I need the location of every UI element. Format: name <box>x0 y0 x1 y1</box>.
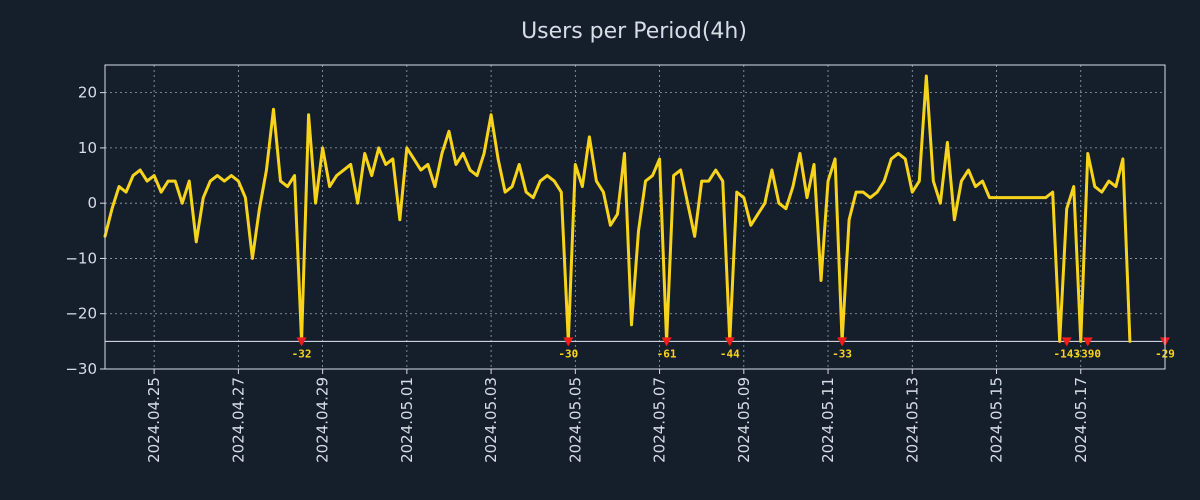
y-axis: 20 10 0 −10 −20 −30 <box>65 84 105 378</box>
clipped-point-label: -33 <box>832 347 852 360</box>
x-tick-label: 2024.04.27 <box>229 377 247 463</box>
clipped-point-marker <box>1082 337 1093 347</box>
users-series-line <box>103 74 1132 343</box>
clipped-point-label: -30 <box>558 347 578 360</box>
clipped-point-label: -390 <box>1075 347 1102 360</box>
y-tick-label: −20 <box>65 305 97 323</box>
x-tick-label: 2024.05.13 <box>903 377 921 463</box>
clipped-point-marker <box>563 337 574 347</box>
y-tick-label: 0 <box>87 194 97 212</box>
x-tick-label: 2024.05.07 <box>651 377 669 463</box>
x-tick-label: 2024.05.03 <box>482 377 500 463</box>
x-tick-label: 2024.05.15 <box>988 377 1006 463</box>
clipped-point-label: -143 <box>1053 347 1080 360</box>
x-axis: 2024.04.25 2024.04.27 2024.04.29 2024.05.01… <box>145 369 1090 463</box>
y-tick-label: −10 <box>65 249 97 267</box>
clipped-point-marker <box>837 337 848 347</box>
x-tick-label: 2024.05.17 <box>1072 377 1090 463</box>
clipped-point-marker <box>1061 337 1072 347</box>
chart-title: Users per Period(4h) <box>521 19 747 44</box>
clipped-point-marker <box>296 337 307 347</box>
x-tick-label: 2024.04.29 <box>314 377 332 463</box>
y-tick-label: 10 <box>78 139 97 157</box>
x-tick-label: 2024.05.05 <box>566 377 584 463</box>
x-tick-label: 2024.05.11 <box>819 377 837 463</box>
y-tick-label: −30 <box>65 360 97 378</box>
clipped-point-label: -32 <box>292 347 312 360</box>
x-tick-label: 2024.04.25 <box>145 377 163 463</box>
x-tick-label: 2024.05.01 <box>398 377 416 463</box>
grid-lines <box>105 65 1165 369</box>
plot-area-frame <box>104 64 1166 370</box>
clipped-point-marker <box>661 337 672 347</box>
y-tick-label: 20 <box>78 84 97 102</box>
x-tick-label: 2024.05.09 <box>735 377 753 463</box>
clipped-point-label: -61 <box>657 347 677 360</box>
clipped-point-markers: -32 -30 -61 -44 -33 -143-390 -29 <box>292 337 1175 360</box>
clipped-point-label: -44 <box>720 347 740 360</box>
clipped-point-marker <box>724 337 735 347</box>
